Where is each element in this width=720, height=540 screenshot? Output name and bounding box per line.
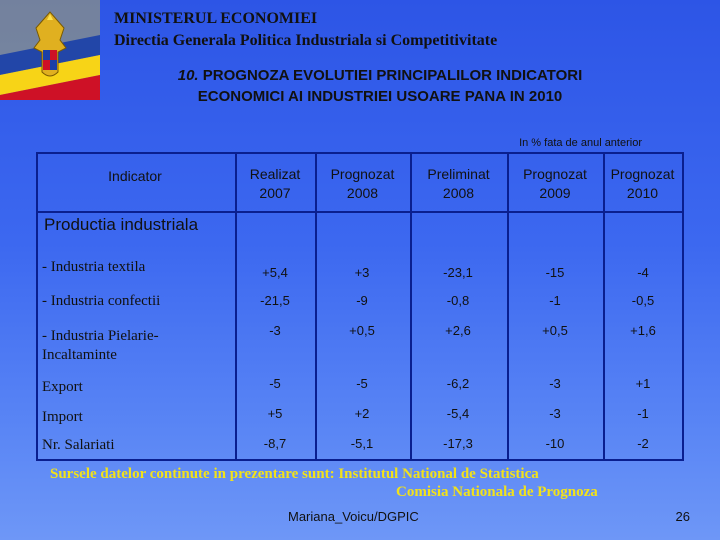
column-header-prognozat-2008: Prognozat 2008 [330, 166, 395, 201]
table-col-divider [507, 152, 509, 460]
table-col-divider [410, 152, 412, 460]
table-bottom-border [36, 459, 684, 461]
row-label-nr-salariati: Nr. Salariati [42, 437, 115, 453]
table-cell: -21,5 [260, 293, 290, 308]
table-cell: -5,1 [350, 436, 374, 451]
table-cell: -17,3 [443, 436, 473, 451]
table-cell: -9 [356, 293, 368, 308]
column-header-prognozat-2009: Prognozat 2009 [523, 166, 587, 201]
table-cell: -3 [549, 406, 561, 421]
table-col-divider [235, 152, 237, 460]
ministry-header: MINISTERUL ECONOMIEI Directia Generala P… [114, 8, 497, 52]
table-cell: -3 [549, 376, 561, 391]
table-cell: -5 [356, 376, 368, 391]
slide-title: 10. PROGNOZA EVOLUTIEI PRINCIPALILOR IND… [60, 65, 700, 107]
slide-title-line2: ECONOMICI AI INDUSTRIEI USOARE PANA IN 2… [197, 88, 563, 105]
footer-author: Mariana_Voicu/DGPIC [288, 509, 419, 524]
table-cell: -6,2 [446, 376, 470, 391]
table-col-divider [603, 152, 605, 460]
directorate-name: Directia Generala Politica Industriala s… [114, 32, 498, 49]
table-cell: +0,5 [542, 323, 568, 338]
section-label-productia-industriala: Productia industriala [44, 215, 199, 234]
page-number: 26 [675, 509, 690, 524]
table-cell: +2,6 [445, 323, 471, 338]
table-cell: -1 [637, 406, 649, 421]
data-sources-note: Sursele datelor continute in prezentare … [50, 465, 598, 501]
table-cell: -15 [545, 265, 565, 280]
column-header-indicator: Indicator [108, 168, 162, 184]
row-label-export: Export [42, 379, 83, 395]
row-label-import: Import [42, 409, 83, 425]
column-header-preliminat-2008: Preliminat 2008 [427, 166, 490, 201]
romania-coat-of-arms-icon [0, 0, 100, 100]
slide-number-label: 10. [177, 67, 199, 84]
ministry-name: MINISTERUL ECONOMIEI [114, 10, 318, 27]
table-cell: +3 [354, 265, 370, 280]
table-top-border [36, 152, 684, 154]
column-header-realizat-2007: Realizat 2007 [249, 166, 301, 201]
table-cell: -1 [549, 293, 561, 308]
table-cell: +5 [267, 406, 283, 421]
row-label-industria-textila: - Industria textila [42, 259, 146, 275]
data-sources-line1: Sursele datelor continute in prezentare … [50, 466, 539, 482]
table-cell: -10 [545, 436, 565, 451]
table-cell: -5 [269, 376, 281, 391]
table-cell: -0,5 [631, 293, 655, 308]
table-col-divider [315, 152, 317, 460]
table-col-divider [682, 152, 684, 460]
table-cell: -3 [269, 323, 281, 338]
table-cell: +5,4 [262, 265, 288, 280]
table-cell: -4 [637, 265, 649, 280]
table-cell: -8,7 [263, 436, 287, 451]
table-cell: -0,8 [446, 293, 470, 308]
table-cell: -2 [637, 436, 649, 451]
row-label-industria-confectii: - Industria confectii [42, 293, 161, 309]
data-sources-line2: Comisia Nationala de Prognoza [396, 484, 598, 500]
unit-note: In % fata de anul anterior [519, 137, 642, 149]
slide-title-line1: 10. PROGNOZA EVOLUTIEI PRINCIPALILOR IND… [177, 67, 583, 84]
table-cell: -5,4 [446, 406, 470, 421]
table-header-divider [36, 211, 684, 213]
table-cell: +2 [354, 406, 370, 421]
table-cell: -23,1 [443, 265, 473, 280]
row-label-industria-pielarie: - Industria Pielarie- Incaltaminte [42, 328, 159, 363]
table-cell: +0,5 [349, 323, 375, 338]
table-cell: +1 [635, 376, 651, 391]
table-cell: +1,6 [630, 323, 656, 338]
table-col-divider [36, 152, 38, 460]
column-header-prognozat-2010: Prognozat 2010 [610, 166, 675, 201]
